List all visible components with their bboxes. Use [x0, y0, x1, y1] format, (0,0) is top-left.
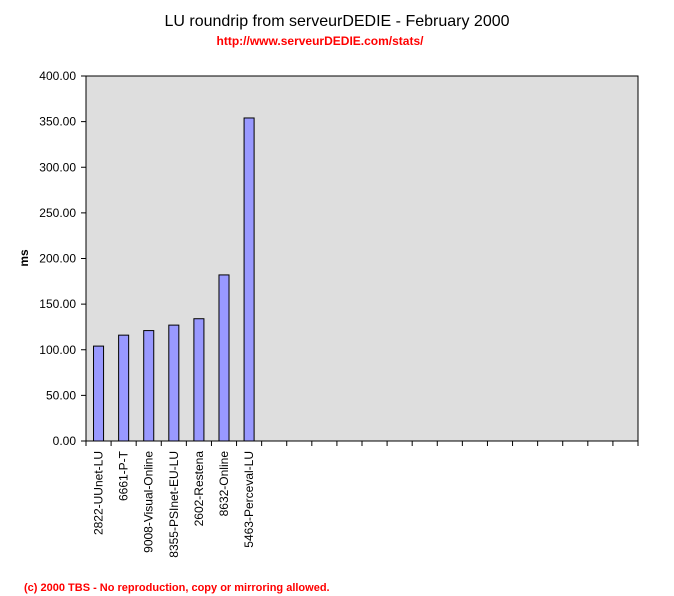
bar-6661-p-t — [118, 334, 130, 442]
y-tick-label: 150.00 — [39, 297, 76, 311]
y-tick-label: 200.00 — [39, 252, 76, 266]
bar-5463-perceval-lu — [243, 117, 255, 442]
x-category-label: 9008-Visual-Online — [142, 451, 156, 553]
bar-9008-visual-online — [143, 330, 155, 442]
x-category-label: 5463-Perceval-LU — [242, 451, 256, 548]
x-category-label: 8355-PSInet-EU-LU — [167, 451, 181, 558]
y-tick-label: 100.00 — [39, 343, 76, 357]
x-category-label: 2602-Restena — [192, 451, 206, 527]
x-category-label: 6661-P-T — [117, 450, 131, 501]
bar-8632-online — [218, 274, 230, 442]
copyright-footer: (c) 2000 TBS - No reproduction, copy or … — [24, 582, 330, 594]
chart-title: LU roundrip from serveurDEDIE - February… — [164, 13, 509, 30]
y-ticks-group: 0.00 50.00 100.00 150.00 200.00 250.00 300.00 3… — [39, 69, 86, 448]
y-tick-label: 300.00 — [39, 160, 76, 174]
chart-subtitle: http://www.serveurDEDIE.com/stats/ — [217, 34, 425, 48]
x-category-label: 8632-Online — [217, 451, 231, 517]
y-axis-label: ms — [17, 249, 31, 267]
y-tick-label: 0.00 — [53, 434, 77, 448]
x-category-label: 2822-UUnet-LU — [92, 451, 106, 535]
y-tick-label: 250.00 — [39, 206, 76, 220]
bar-8355-psinet-eu-lu — [168, 324, 180, 442]
x-labels-group: 2822-UUnet-LU 6661-P-T 9008-Visual-Online 8… — [92, 450, 257, 557]
y-tick-label: 400.00 — [39, 69, 76, 83]
x-ticks-group — [85, 441, 639, 446]
bar-2602-restena — [193, 318, 205, 442]
y-tick-label: 350.00 — [39, 115, 76, 129]
bar-2822-uunet-lu — [93, 345, 105, 442]
y-tick-label: 50.00 — [46, 388, 76, 402]
